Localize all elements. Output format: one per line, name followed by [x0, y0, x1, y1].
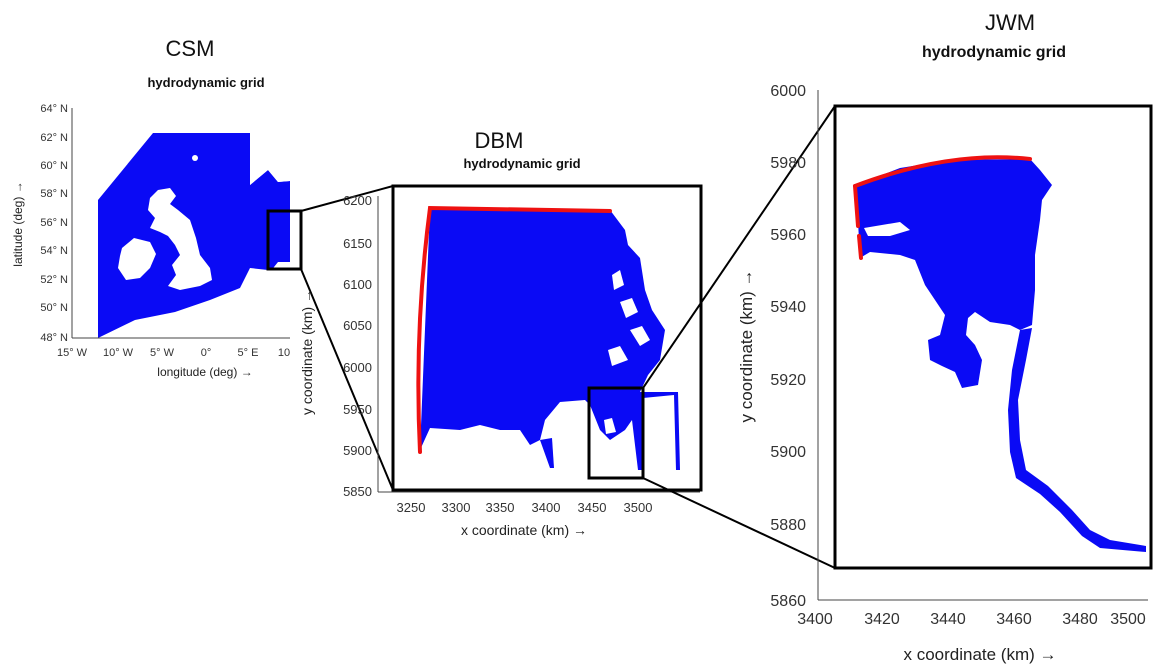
dbm-subtitle: hydrodynamic grid: [463, 156, 580, 171]
dbm-land-island: [620, 298, 638, 318]
jwm-open-boundary-west: [853, 184, 860, 228]
jwm-ytick: 5920: [770, 372, 806, 389]
dbm-xticks: 3250 3300 3350 3400 3450 3500: [397, 500, 653, 515]
csm-map: [98, 133, 290, 338]
csm-axes: [71, 108, 290, 339]
connector-line: [300, 185, 394, 212]
csm-ytick: 50° N: [40, 302, 68, 314]
connector-line: [642, 105, 836, 389]
csm-ytick: 62° N: [40, 132, 68, 144]
dbm-zoom-box: [587, 386, 645, 480]
jwm-river: [1008, 328, 1146, 552]
csm-ytick: 54° N: [40, 245, 68, 257]
jwm-xticks: 3400 3420 3440 3460 3480 3500: [797, 611, 1146, 628]
jwm-ytick: 5960: [770, 227, 806, 244]
jwm-xtick: 3400: [797, 611, 833, 628]
dbm-ytick: 5900: [343, 443, 372, 458]
jwm-xtick: 3480: [1062, 611, 1098, 628]
csm-xlabel: longitude (deg) →: [157, 365, 252, 379]
csm-ytick: 58° N: [40, 188, 68, 200]
dbm-land-island: [608, 346, 628, 366]
jwm-open-boundary-north: [853, 155, 1032, 188]
jwm-ytick: 5900: [770, 444, 806, 461]
jwm-ytick: 5980: [770, 155, 806, 172]
jwm-land-gap: [864, 222, 910, 236]
dbm-panel: DBM hydrodynamic grid 6200 6150 6100 605…: [299, 128, 703, 538]
dbm-open-boundary: [416, 205, 612, 454]
connector-line: [642, 477, 836, 569]
dbm-xtick: 3300: [442, 500, 471, 515]
jwm-title: JWM: [985, 10, 1035, 35]
jwm-subtitle: hydrodynamic grid: [922, 44, 1066, 61]
csm-yticks: 64° N 62° N 60° N 58° N 56° N 54° N 52° …: [40, 103, 68, 344]
csm-subtitle: hydrodynamic grid: [147, 75, 264, 90]
dbm-xlabel: x coordinate (km) →: [461, 522, 587, 538]
csm-land-great-britain: [148, 188, 212, 290]
csm-xtick: 15° W: [57, 347, 88, 359]
csm-ytick: 56° N: [40, 217, 68, 229]
csm-xtick: 5° E: [238, 347, 259, 359]
dbm-ytick: 5950: [343, 402, 372, 417]
csm-panel: CSM hydrodynamic grid 64° N 62° N 60° N …: [11, 36, 303, 379]
jwm-xtick: 3460: [996, 611, 1032, 628]
dbm-ylabel: y coordinate (km) →: [299, 289, 315, 415]
csm-land-continent: [230, 262, 290, 338]
dbm-land-island: [612, 270, 624, 290]
jwm-xtick: 3440: [930, 611, 966, 628]
jwm-xtick: 3500: [1110, 611, 1146, 628]
dbm-ytick: 6100: [343, 277, 372, 292]
csm-xtick: 10° W: [103, 347, 134, 359]
dbm-land-island: [630, 326, 650, 346]
dbm-yticks: 6200 6150 6100 6050 6000 5950 5900 5850: [343, 193, 372, 499]
dbm-river: [540, 438, 554, 468]
jwm-panel: JWM hydrodynamic grid 6000 5980 5960 594…: [737, 10, 1153, 664]
csm-xtick: 5° W: [150, 347, 175, 359]
dbm-map: [416, 205, 680, 470]
dbm-title: DBM: [475, 128, 524, 153]
dbm-xtick: 3500: [624, 500, 653, 515]
dbm-frame-box: [391, 184, 703, 492]
dbm-ytick: 6200: [343, 193, 372, 208]
jwm-yticks: 6000 5980 5960 5940 5920 5900 5880 5860: [770, 83, 806, 610]
csm-ytick: 48° N: [40, 332, 68, 344]
jwm-frame-box: [833, 104, 1153, 570]
jwm-ytick: 5860: [770, 593, 806, 610]
csm-ytick: 64° N: [40, 103, 68, 115]
csm-xticks: 15° W 10° W 5° W 0° 5° E 10: [57, 347, 290, 359]
csm-ylabel: latitude (deg) →: [11, 181, 25, 266]
jwm-grid-water: [856, 159, 1052, 388]
jwm-ylabel: y coordinate (km) →: [737, 269, 756, 422]
jwm-map: [853, 155, 1146, 552]
jwm-open-boundary-west: [857, 234, 863, 260]
csm-xtick: 10: [278, 347, 290, 359]
dbm-ytick: 6000: [343, 360, 372, 375]
csm-land-shetland: [192, 155, 198, 161]
dbm-ytick: 5850: [343, 484, 372, 499]
dbm-ytick: 6150: [343, 236, 372, 251]
dbm-xtick: 3400: [532, 500, 561, 515]
csm-title: CSM: [166, 36, 215, 61]
csm-ytick: 60° N: [40, 160, 68, 172]
dbm-xtick: 3250: [397, 500, 426, 515]
csm-land-norway: [250, 133, 290, 185]
dbm-land-island: [604, 418, 616, 434]
jwm-ytick: 5880: [770, 517, 806, 534]
csm-xtick: 0°: [201, 347, 212, 359]
dbm-xtick: 3350: [486, 500, 515, 515]
jwm-ytick: 6000: [770, 83, 806, 100]
csm-zoom-box: [266, 209, 303, 271]
jwm-ytick: 5940: [770, 299, 806, 316]
jwm-xtick: 3420: [864, 611, 900, 628]
dbm-ytick: 6050: [343, 318, 372, 333]
csm-ytick: 52° N: [40, 274, 68, 286]
dbm-xtick: 3450: [578, 500, 607, 515]
csm-land-ireland: [118, 238, 156, 280]
jwm-xlabel: x coordinate (km) →: [903, 645, 1056, 664]
